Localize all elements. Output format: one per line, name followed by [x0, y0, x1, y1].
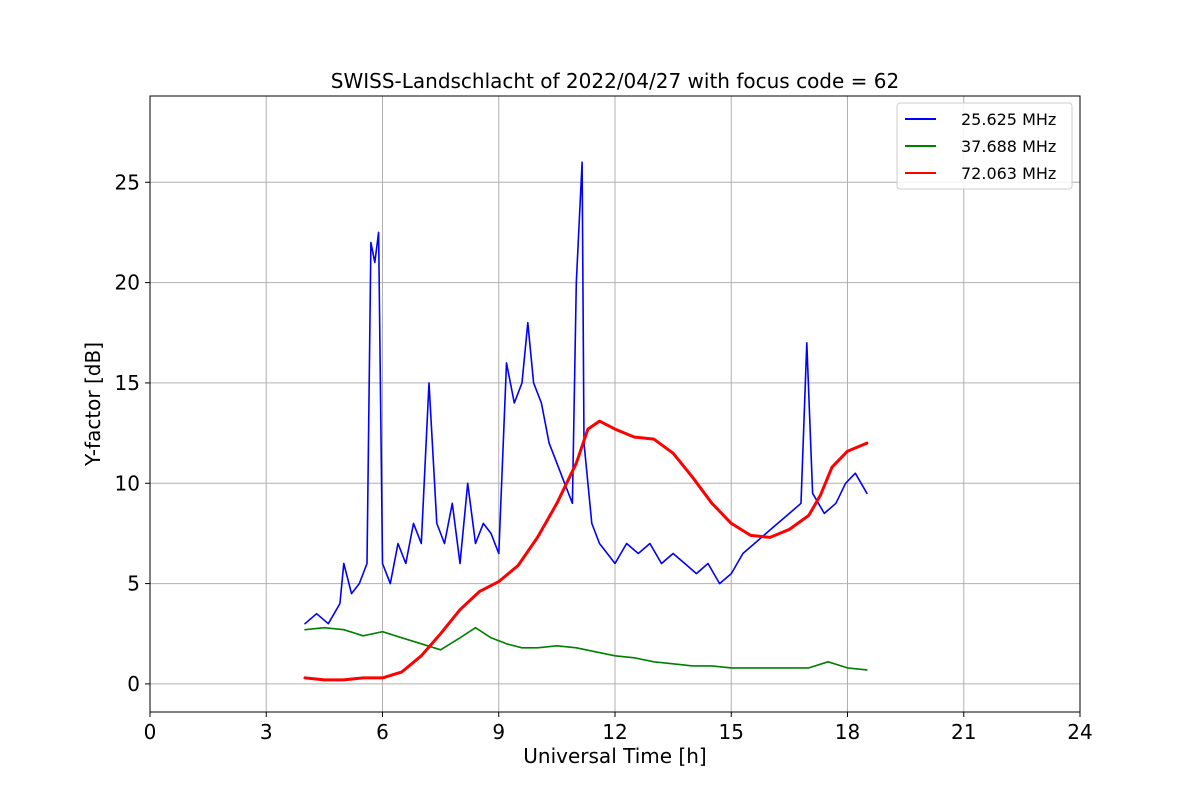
y-tick-label: 15: [115, 371, 140, 395]
x-tick-label: 3: [260, 720, 273, 744]
x-tick-label: 0: [144, 720, 157, 744]
legend-label: 25.625 MHz: [961, 110, 1056, 129]
y-tick-label: 20: [115, 271, 140, 295]
x-tick-label: 6: [376, 720, 389, 744]
series-line-2: [304, 626, 868, 671]
legend-label: 72.063 MHz: [961, 164, 1056, 183]
x-tick-label: 9: [492, 720, 505, 744]
legend-box: [896, 102, 1073, 190]
x-tick-label: 18: [835, 720, 860, 744]
x-tick-label: 12: [602, 720, 627, 744]
series-layer: [303, 161, 869, 682]
x-tick-label: 15: [719, 720, 744, 744]
y-tick-label: 5: [127, 572, 140, 596]
series-line-3: [303, 419, 869, 682]
legend-label: 37.688 MHz: [961, 137, 1056, 156]
ticks-layer: 0 3 6 9 12 15 18 21 24 0 5 10 15 20 25: [115, 170, 1093, 744]
x-axis-title: Universal Time [h]: [523, 744, 706, 768]
y-axis-title: Y-factor [dB]: [81, 342, 105, 467]
chart-title: SWISS-Landschlacht of 2022/04/27 with fo…: [331, 69, 899, 93]
x-tick-label: 21: [951, 720, 976, 744]
y-tick-label: 25: [115, 170, 140, 194]
series-line-1: [304, 161, 868, 625]
y-tick-label: 0: [127, 672, 140, 696]
legend: 25.625 MHz 37.688 MHz 72.063 MHz: [896, 102, 1073, 190]
y-tick-label: 10: [115, 471, 140, 495]
x-tick-label: 24: [1067, 720, 1092, 744]
